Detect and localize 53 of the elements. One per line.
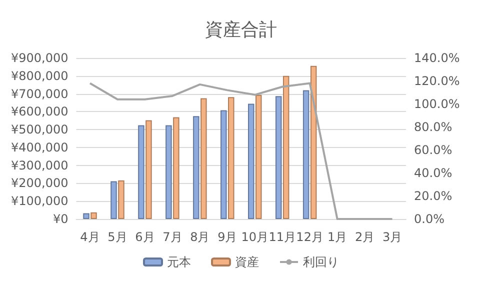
line-series	[88, 82, 394, 220]
x-tick-label: 6月	[135, 230, 155, 244]
x-tick-label: 12月	[296, 230, 324, 244]
bar	[302, 90, 310, 219]
legend-label: 元本	[167, 255, 191, 269]
y-tick-label: ¥0	[52, 212, 68, 226]
bar	[118, 180, 124, 219]
bar	[200, 98, 207, 219]
x-tick-label: 2月	[354, 230, 375, 244]
y-tick-label: ¥400,000	[10, 140, 68, 154]
y2-tick-label: 60.0%	[414, 143, 452, 157]
bar	[90, 212, 97, 219]
bar	[255, 94, 262, 219]
y2-tick-label: 140.0%	[414, 51, 460, 65]
y-tick-label: ¥200,000	[10, 176, 68, 190]
y-tick-label: ¥900,000	[10, 51, 68, 65]
bar	[220, 110, 227, 219]
x-tick-label: 10月	[241, 230, 269, 244]
bar	[166, 125, 172, 219]
x-tick-label: 8月	[190, 230, 210, 244]
y-tick-label: ¥300,000	[10, 158, 68, 172]
y-tick-label: ¥600,000	[10, 104, 68, 119]
bar	[282, 76, 290, 219]
y2-tick-label: 120.0%	[414, 74, 460, 88]
y2-tick-label: 20.0%	[414, 189, 452, 203]
x-tick-label: 5月	[108, 230, 128, 244]
chart-title: 資産合計	[205, 20, 277, 40]
bar	[138, 125, 144, 219]
y-tick-label: ¥500,000	[10, 122, 68, 137]
bar	[146, 120, 152, 219]
legend-label: 資産	[235, 255, 259, 269]
x-tick-label: 11月	[268, 230, 296, 244]
y-tick-label: ¥100,000	[10, 194, 68, 208]
y2-tick-label: 100.0%	[414, 97, 460, 111]
bar	[83, 213, 90, 219]
bar	[310, 66, 317, 219]
x-tick-label: 7月	[162, 230, 182, 244]
y-tick-label: ¥800,000	[10, 68, 68, 83]
bar	[248, 104, 254, 219]
x-tick-label: 9月	[218, 230, 238, 244]
y2-tick-label: 0.0%	[414, 212, 444, 226]
bar	[275, 96, 282, 219]
x-tick-label: 4月	[80, 230, 100, 244]
x-tick-label: 1月	[327, 230, 348, 244]
bar	[173, 117, 180, 219]
bar	[228, 97, 234, 219]
y2-tick-label: 40.0%	[414, 166, 452, 180]
y-tick-label: ¥700,000	[10, 86, 68, 101]
x-tick-label: 3月	[382, 230, 402, 244]
bar	[110, 181, 117, 219]
bar	[193, 116, 200, 219]
legend-label: 利回り	[303, 255, 339, 269]
y2-tick-label: 80.0%	[414, 120, 452, 134]
